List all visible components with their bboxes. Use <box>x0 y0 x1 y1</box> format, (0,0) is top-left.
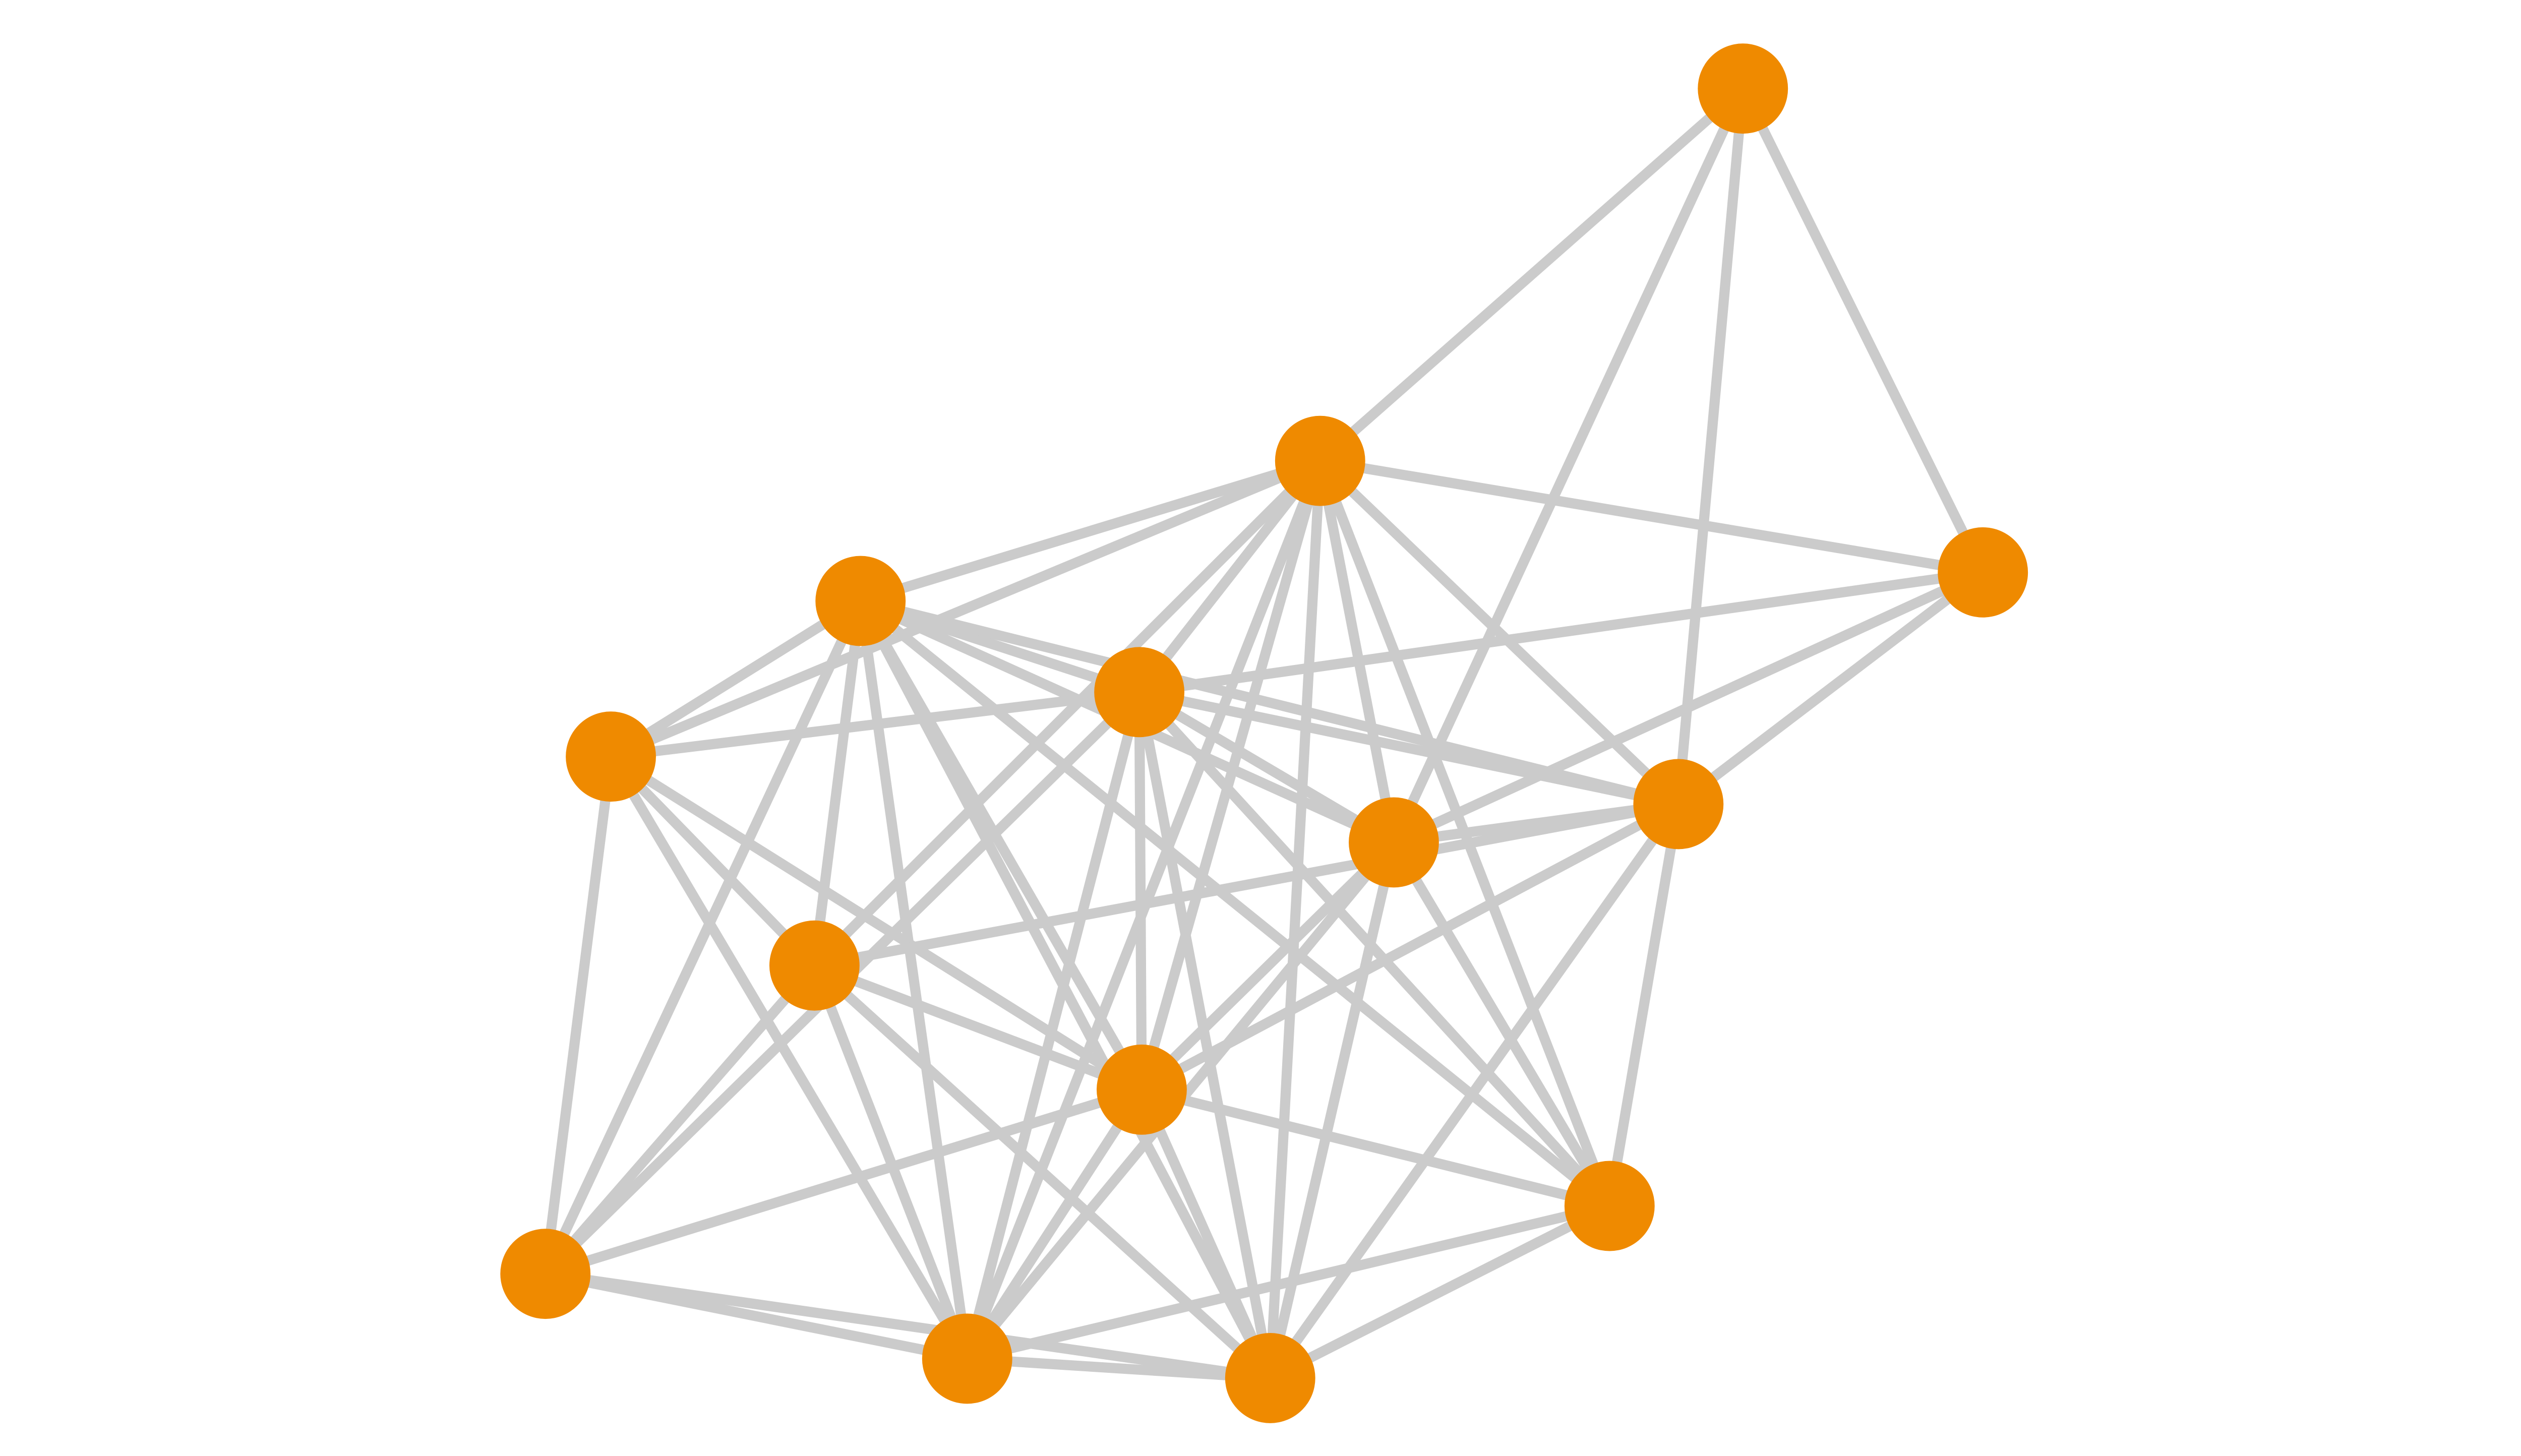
graph-edge-n5-n13 <box>962 691 1145 1360</box>
graph-edge-n13-n14 <box>967 1353 1271 1383</box>
graph-edge-n10-n14 <box>1137 1087 1275 1380</box>
graph-edge-n4-n9 <box>809 600 866 966</box>
graph-edge-n2-n8 <box>1315 460 1399 843</box>
graph-edge-n4-n6 <box>608 596 864 761</box>
graph-edge-n2-n10 <box>1136 459 1325 1091</box>
graph-node-n14 <box>1225 1333 1315 1423</box>
graph-edge-n2-n7 <box>1316 457 1682 808</box>
graph-edge-n1-n7 <box>1673 88 1748 805</box>
graph-edge-n5-n10 <box>1134 692 1147 1090</box>
graph-edge-n10-n11 <box>1140 1084 1611 1211</box>
graph-node-n6 <box>566 711 656 802</box>
graph-node-n3 <box>1938 527 2028 618</box>
graph-edge-n5-n6 <box>610 687 1140 762</box>
graph-edge-n10-n12 <box>544 1084 1144 1279</box>
graph-edge-n3-n8 <box>1392 568 1985 847</box>
graph-node-n7 <box>1633 759 1724 850</box>
graph-node-n2 <box>1275 415 1365 506</box>
graph-edge-n2-n14 <box>1265 460 1326 1378</box>
graph-node-n8 <box>1349 797 1439 888</box>
graph-edge-n6-n10 <box>608 752 1145 1094</box>
graph-edge-n11-n13 <box>966 1201 1611 1364</box>
graph-edge-n4-n7 <box>859 596 1680 809</box>
graph-node-n12 <box>500 1229 591 1319</box>
graph-node-n5 <box>1094 647 1185 738</box>
graph-edge-n6-n13 <box>606 754 972 1362</box>
edge-layer <box>540 85 1988 1383</box>
graph-edge-n6-n9 <box>607 753 818 969</box>
graph-edge-n11-n14 <box>1268 1201 1612 1383</box>
graph-node-n10 <box>1097 1044 1187 1135</box>
graph-edge-n1-n2 <box>1316 85 1747 465</box>
graph-node-n4 <box>815 556 906 646</box>
graph-edge-n2-n4 <box>859 456 1322 606</box>
graph-edge-n9-n12 <box>542 962 818 1278</box>
graph-edge-n4-n11 <box>857 597 1613 1210</box>
graph-edge-n2-n3 <box>1319 456 1984 578</box>
graph-edge-n7-n9 <box>813 799 1679 971</box>
graph-edge-n10-n13 <box>963 1086 1146 1362</box>
graph-edge-n5-n8 <box>1136 688 1397 847</box>
node-layer <box>500 43 2028 1423</box>
graph-edge-n2-n6 <box>609 456 1323 762</box>
graph-edge-n8-n14 <box>1265 841 1399 1379</box>
graph-edge-n1-n8 <box>1389 86 1748 845</box>
graph-edge-n4-n12 <box>541 598 865 1276</box>
graph-edge-n12-n14 <box>545 1268 1271 1383</box>
graph-edge-n5-n7 <box>1138 687 1679 809</box>
graph-edge-n3-n7 <box>1675 568 1986 808</box>
graph-edge-n8-n10 <box>1138 838 1398 1094</box>
graph-edge-n9-n10 <box>812 960 1144 1095</box>
graph-node-n13 <box>922 1313 1012 1404</box>
graph-edge-n7-n11 <box>1604 803 1684 1207</box>
graph-node-n1 <box>1698 43 1788 134</box>
graph-edge-n1-n3 <box>1738 86 1988 575</box>
graph-edge-n8-n11 <box>1389 839 1614 1209</box>
graph-edge-n7-n14 <box>1266 801 1683 1381</box>
graph-edge-n2-n5 <box>1135 457 1325 696</box>
graph-edge-n5-n14 <box>1134 691 1276 1379</box>
graph-node-n11 <box>1564 1161 1655 1251</box>
graph-edge-n3-n5 <box>1138 567 1984 697</box>
graph-edge-n6-n12 <box>540 756 616 1275</box>
graph-node-n9 <box>769 920 860 1011</box>
